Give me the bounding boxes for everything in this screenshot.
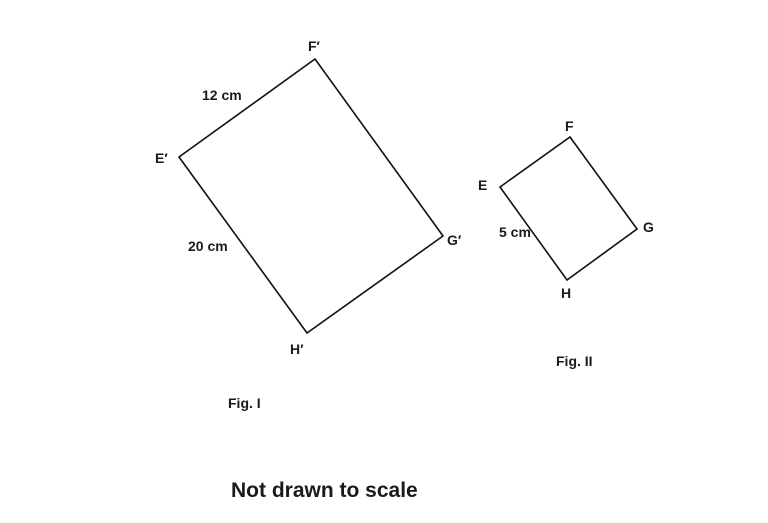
- figure-2: E F G H 5 cm Fig. II: [478, 118, 654, 369]
- caption-fig-1: Fig. I: [228, 395, 261, 411]
- figure-1: E′ F′ G′ H′ 12 cm 20 cm Fig. I: [155, 38, 462, 411]
- vertex-label-f: F: [565, 118, 574, 134]
- rectangle-efgh-prime: [177, 57, 445, 335]
- vertex-label-g: G: [643, 219, 654, 235]
- vertex-label-g-prime: G′: [447, 232, 462, 248]
- vertex-label-h: H: [561, 285, 571, 301]
- vertex-label-f-prime: F′: [308, 38, 321, 54]
- side-length-ef-prime: 12 cm: [202, 87, 242, 103]
- vertex-label-h-prime: H′: [290, 341, 304, 357]
- caption-fig-2: Fig. II: [556, 353, 593, 369]
- side-length-eh: 5 cm: [499, 224, 531, 240]
- rectangle-efgh: [498, 135, 639, 282]
- vertex-label-e: E: [478, 177, 487, 193]
- vertex-label-e-prime: E′: [155, 150, 168, 166]
- scale-note: Not drawn to scale: [231, 479, 418, 502]
- side-length-eh-prime: 20 cm: [188, 238, 228, 254]
